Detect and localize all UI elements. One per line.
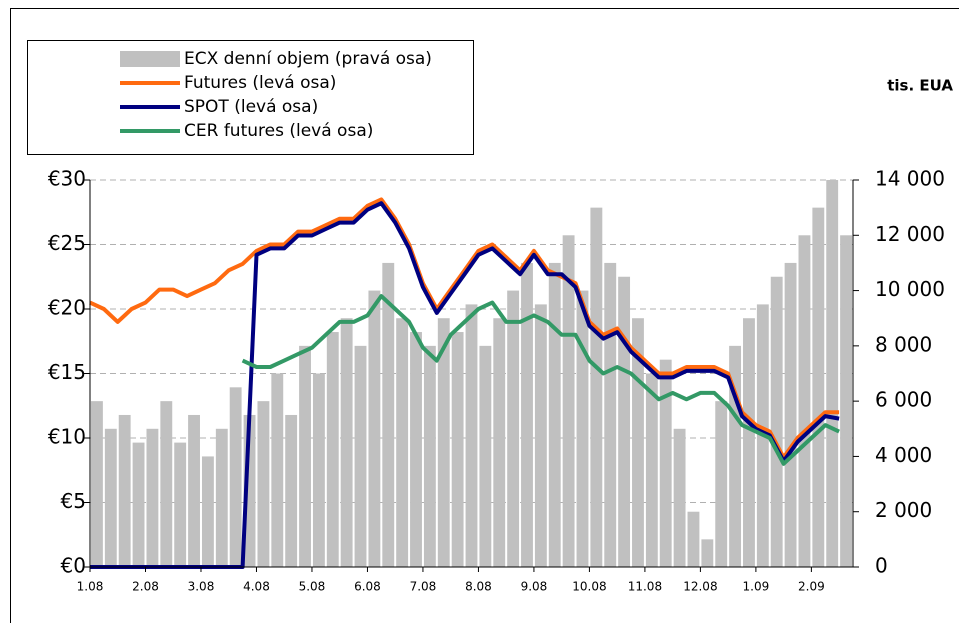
volume-bar <box>160 401 173 567</box>
volume-bar <box>423 345 436 567</box>
x-tick-label: 6.08 <box>354 580 381 594</box>
volume-bar <box>632 318 644 567</box>
volume-bar <box>521 262 533 567</box>
volume-bar <box>132 442 145 567</box>
y-tick-label: €0 <box>61 554 86 578</box>
x-tick-label: 12.08 <box>683 580 717 594</box>
volume-bar <box>479 345 492 567</box>
chart-frame <box>10 8 959 623</box>
volume-bar <box>354 345 367 567</box>
y-tick-label: €30 <box>48 167 86 191</box>
x-tick-label: 4.08 <box>243 580 270 594</box>
volume-bar <box>687 511 700 567</box>
y2-tick-label: 12 000 <box>875 222 945 246</box>
volume-bar <box>243 414 256 567</box>
legend-label: CER futures (levá osa) <box>184 121 373 141</box>
y-tick-label: €10 <box>48 425 86 449</box>
y2-tick-label: 10 000 <box>875 277 945 301</box>
y2-axis-label: tis. EUA <box>887 77 953 95</box>
volume-bar <box>299 345 311 567</box>
y-tick-label: €15 <box>48 360 86 384</box>
y-tick-label: €5 <box>61 489 86 513</box>
volume-bar <box>840 235 852 568</box>
x-tick-label: 2.08 <box>132 580 159 594</box>
volume-bar <box>465 304 478 567</box>
volume-bar <box>146 428 159 567</box>
volume-bar <box>493 318 506 567</box>
y2-tick-label: 14 000 <box>875 167 945 191</box>
y2-tick-label: 4 000 <box>875 443 932 467</box>
volume-bar <box>118 414 131 567</box>
x-tick-label: 1.08 <box>77 580 104 594</box>
volume-bar <box>618 276 631 567</box>
volume-bar <box>174 442 187 567</box>
volume-bar <box>507 290 520 567</box>
legend-label: ECX denní objem (pravá osa) <box>184 49 432 69</box>
volume-bar <box>285 414 298 567</box>
x-tick-label: 2.09 <box>798 580 825 594</box>
series-line <box>241 294 840 466</box>
series-line <box>89 197 840 460</box>
y2-tick-label: 8 000 <box>875 332 932 356</box>
volume-bar <box>645 373 658 567</box>
volume-bar <box>91 401 103 567</box>
volume-bar <box>715 401 728 567</box>
x-tick-label: 11.08 <box>628 580 662 594</box>
volume-bar <box>312 373 325 567</box>
volume-bar <box>548 262 561 567</box>
x-tick-label: 3.08 <box>188 580 215 594</box>
volume-bar <box>326 332 339 567</box>
y-tick-label: €25 <box>48 231 86 255</box>
volume-bar <box>701 539 714 567</box>
legend-swatch <box>120 51 180 67</box>
volume-bar <box>729 345 742 567</box>
volume-bar <box>659 359 672 567</box>
x-tick-label: 1.09 <box>743 580 770 594</box>
volume-bar <box>229 387 242 567</box>
volume-bar <box>743 318 755 567</box>
volume-bar <box>257 401 270 567</box>
volume-bar <box>104 428 117 567</box>
volume-bar <box>784 262 797 567</box>
x-tick-label: 9.08 <box>521 580 548 594</box>
volume-bar <box>215 428 228 567</box>
volume-bar <box>340 318 353 567</box>
volume-bar <box>188 414 200 567</box>
volume-bar <box>770 276 783 567</box>
volume-bar <box>812 207 825 567</box>
volume-bar <box>368 290 381 567</box>
volume-bar <box>451 332 464 567</box>
volume-bar <box>437 318 450 567</box>
x-tick-label: 7.08 <box>410 580 437 594</box>
x-tick-label: 5.08 <box>299 580 326 594</box>
legend-label: SPOT (levá osa) <box>184 97 318 117</box>
volume-bar <box>604 262 617 567</box>
legend-box <box>27 40 474 155</box>
volume-bar <box>410 332 422 567</box>
legend-label: Futures (levá osa) <box>184 73 336 93</box>
volume-bar <box>562 235 575 568</box>
volume-bar <box>201 456 214 567</box>
volume-bar <box>590 207 603 567</box>
volume-bar <box>826 180 839 567</box>
x-tick-label: 8.08 <box>465 580 492 594</box>
y2-tick-label: 0 <box>875 554 888 578</box>
volume-bar <box>798 235 811 568</box>
y-tick-label: €20 <box>48 296 86 320</box>
volume-bar <box>396 318 409 567</box>
x-tick-label: 10.08 <box>572 580 606 594</box>
y2-tick-label: 2 000 <box>875 498 932 522</box>
volume-bar <box>576 290 589 567</box>
volume-bar <box>382 262 395 567</box>
volume-bar <box>673 428 686 567</box>
y2-tick-label: 6 000 <box>875 388 932 412</box>
volume-bar <box>534 304 547 567</box>
volume-bar <box>271 373 284 567</box>
